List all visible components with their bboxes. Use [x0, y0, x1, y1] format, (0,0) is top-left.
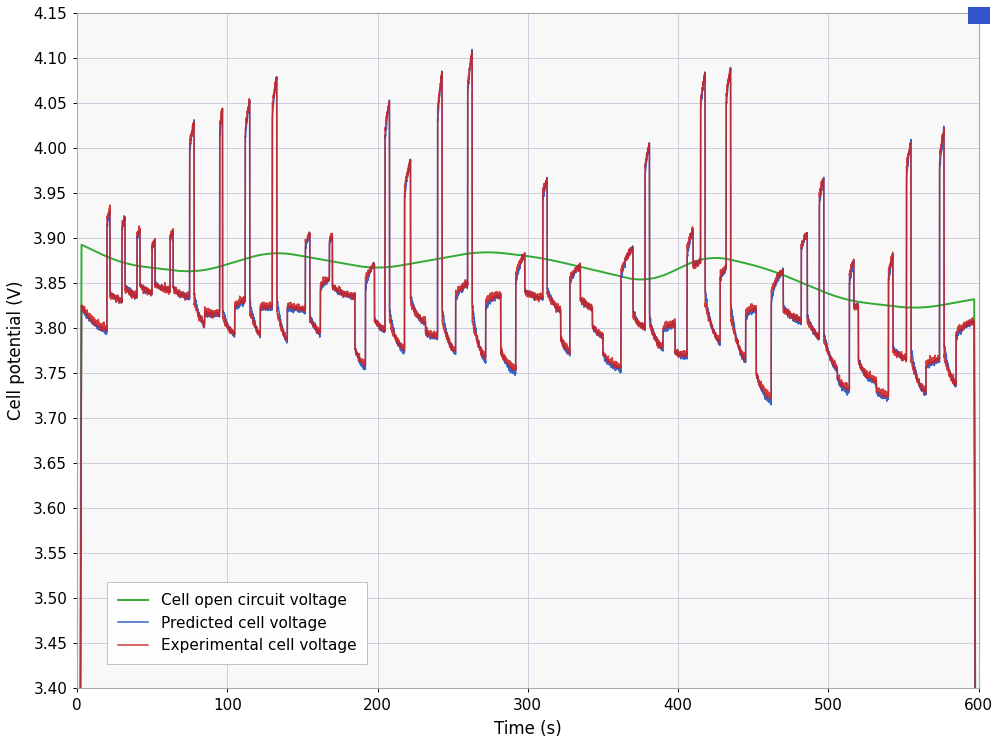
Cell open circuit voltage — [475, 248, 487, 257]
Experimental cell voltage — [285, 302, 297, 311]
Cell open circuit voltage — [411, 258, 423, 267]
Predicted cell voltage — [965, 319, 977, 328]
Experimental cell voltage — [466, 47, 478, 56]
Experimental cell voltage — [280, 335, 292, 344]
Predicted cell voltage — [411, 311, 423, 320]
Cell open circuit voltage — [285, 250, 297, 259]
Experimental cell voltage — [965, 317, 977, 326]
Cell open circuit voltage — [280, 249, 292, 258]
Experimental cell voltage — [290, 301, 302, 310]
Predicted cell voltage — [280, 332, 292, 341]
Cell open circuit voltage — [290, 250, 302, 259]
Cell open circuit voltage — [965, 295, 977, 304]
Predicted cell voltage — [290, 303, 302, 312]
X-axis label: Time (s): Time (s) — [494, 720, 562, 738]
Experimental cell voltage — [475, 344, 487, 353]
Line: Predicted cell voltage: Predicted cell voltage — [77, 50, 979, 745]
Line: Cell open circuit voltage: Cell open circuit voltage — [77, 244, 979, 745]
Y-axis label: Cell potential (V): Cell potential (V) — [7, 281, 25, 420]
Experimental cell voltage — [411, 312, 423, 321]
Line: Experimental cell voltage: Experimental cell voltage — [77, 51, 979, 745]
Predicted cell voltage — [466, 45, 478, 54]
Predicted cell voltage — [285, 303, 297, 312]
Predicted cell voltage — [475, 347, 487, 356]
Legend: Cell open circuit voltage, Predicted cell voltage, Experimental cell voltage: Cell open circuit voltage, Predicted cel… — [107, 582, 367, 664]
Cell open circuit voltage — [76, 240, 88, 249]
